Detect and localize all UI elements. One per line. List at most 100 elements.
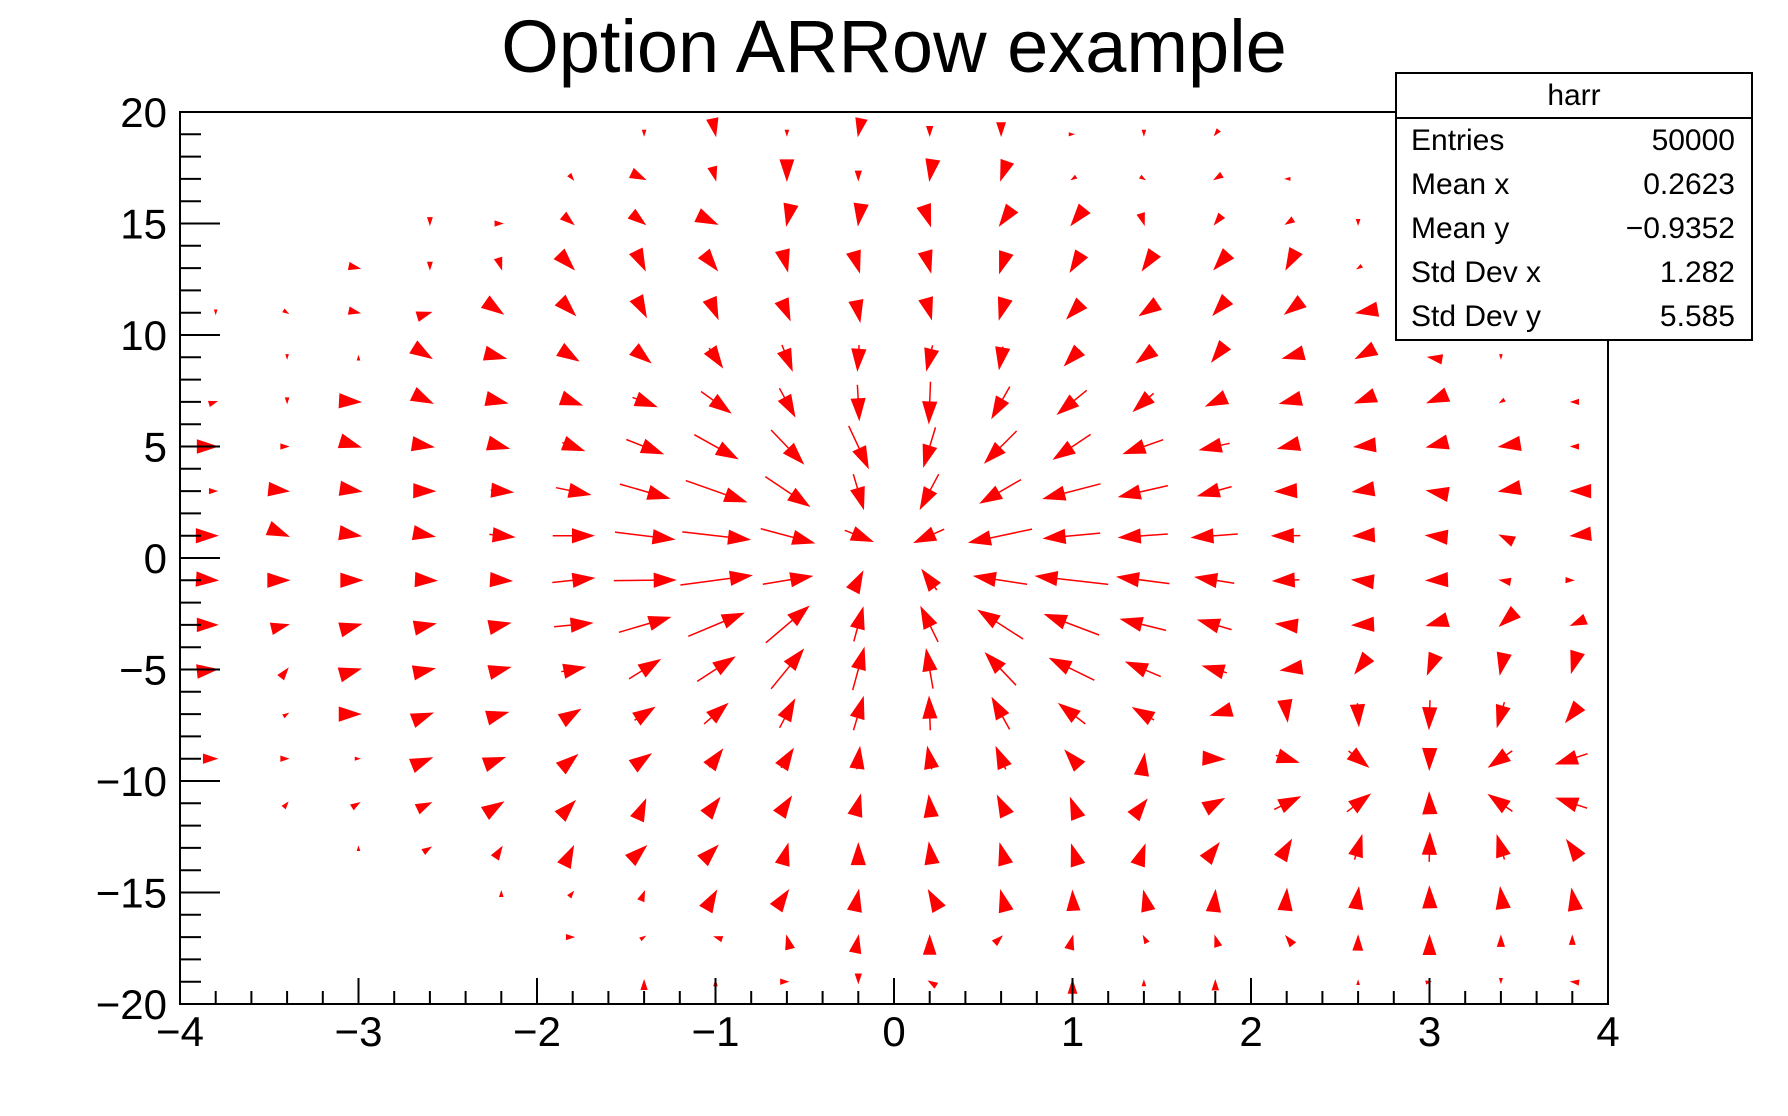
vector-arrow <box>481 756 507 773</box>
vector-arrow <box>486 435 511 451</box>
stats-label: Mean x <box>1411 168 1510 201</box>
vector-arrow <box>632 706 656 726</box>
vector-arrow <box>1271 572 1300 588</box>
x-tick-label: 0 <box>882 1008 905 1055</box>
vector-arrow <box>628 658 662 680</box>
vector-arrow <box>409 340 433 360</box>
vector-arrow <box>848 425 869 470</box>
x-tick-label: 2 <box>1239 1008 1262 1055</box>
vector-arrow <box>996 122 1007 138</box>
plot-frame <box>179 111 1609 1005</box>
x-tick-label: −2 <box>513 1008 561 1055</box>
stats-label: Std Dev x <box>1411 256 1542 289</box>
vector-arrow <box>414 802 433 815</box>
vector-arrow <box>567 890 575 899</box>
vector-arrow <box>493 256 503 271</box>
vector-arrow <box>913 526 945 544</box>
vector-arrow <box>777 344 793 372</box>
vector-arrow <box>984 652 1017 686</box>
vector-arrow <box>489 527 516 543</box>
vector-arrow <box>1356 979 1360 985</box>
vector-arrow <box>853 202 869 227</box>
vector-arrow <box>1284 216 1296 225</box>
y-tick-label: −15 <box>96 870 167 917</box>
vector-arrow <box>555 482 592 498</box>
stats-label: Entries <box>1411 124 1505 157</box>
vector-arrow <box>996 794 1014 819</box>
y-tick-label: 0 <box>144 535 167 582</box>
vector-arrow <box>640 979 648 990</box>
vector-arrow <box>769 889 790 913</box>
vector-arrow <box>641 129 647 137</box>
vector-arrow <box>1426 354 1444 365</box>
vector-arrow <box>487 665 512 680</box>
vector-arrow <box>412 620 437 636</box>
vector-arrow <box>426 261 433 271</box>
vector-arrow <box>774 297 791 322</box>
vector-arrow <box>1135 343 1159 364</box>
vector-arrow <box>1567 887 1583 912</box>
vector-arrow <box>1425 434 1450 450</box>
stats-row: Std Dev y 5.585 <box>1397 295 1751 339</box>
vector-arrow <box>487 620 512 635</box>
vector-arrow <box>552 528 596 544</box>
stats-value: 5.585 <box>1659 300 1735 333</box>
vector-arrow <box>1122 438 1164 455</box>
vector-arrow <box>277 667 289 681</box>
vector-arrow <box>1425 486 1450 502</box>
stats-row: Entries 50000 <box>1397 119 1751 163</box>
vector-arrow <box>1555 797 1588 813</box>
vector-arrow <box>637 889 646 903</box>
vector-arrow <box>484 391 509 406</box>
vector-arrow <box>1569 613 1588 627</box>
vector-arrow <box>558 390 584 406</box>
vector-arrow <box>1213 171 1224 181</box>
vector-arrow <box>414 571 439 588</box>
vector-arrow <box>1498 397 1506 404</box>
vector-arrow <box>409 712 435 728</box>
vector-arrow <box>762 572 814 588</box>
x-tick-label: 3 <box>1418 1008 1441 1055</box>
vector-arrow <box>554 617 594 633</box>
vector-arrow <box>490 482 515 498</box>
vector-arrow <box>1274 618 1299 634</box>
vector-arrow <box>1351 527 1376 543</box>
vector-arrow <box>850 842 866 866</box>
vector-arrow <box>1211 979 1220 991</box>
vector-arrow <box>1069 796 1086 821</box>
vector-arrow <box>972 571 1028 588</box>
stats-box: harr Entries 50000 Mean x 0.2623 Mean y … <box>1395 72 1753 341</box>
vector-arrow <box>697 844 719 867</box>
vector-arrow <box>1353 388 1379 404</box>
vector-arrow <box>498 890 504 898</box>
vector-arrow <box>1569 443 1580 450</box>
vector-arrow <box>1421 831 1438 862</box>
vector-arrow <box>1064 749 1086 772</box>
vector-arrow <box>1196 482 1232 498</box>
vector-arrow <box>207 400 219 408</box>
vector-arrow <box>1352 934 1364 951</box>
vector-arrow <box>1498 977 1503 985</box>
vector-arrow <box>1496 651 1512 676</box>
vector-arrow <box>1422 747 1438 772</box>
vector-arrow <box>280 755 290 762</box>
stats-value: 0.2623 <box>1643 168 1735 201</box>
vector-arrow <box>1565 577 1575 584</box>
stats-label: Std Dev y <box>1411 300 1542 333</box>
vector-arrow <box>775 747 794 772</box>
x-tick-label: 4 <box>1596 1008 1619 1055</box>
vector-arrow <box>1355 263 1363 270</box>
vector-arrow <box>337 667 362 683</box>
vector-arrow <box>267 572 291 588</box>
vector-arrow <box>1214 934 1223 948</box>
vector-arrow <box>918 296 933 321</box>
vector-arrow <box>849 745 865 770</box>
vector-arrow <box>922 427 938 468</box>
vector-arrow <box>1498 577 1512 587</box>
vector-arrow <box>281 801 289 810</box>
vector-arrow <box>1348 886 1364 911</box>
vector-arrow <box>269 622 291 635</box>
vector-arrow <box>556 342 580 362</box>
